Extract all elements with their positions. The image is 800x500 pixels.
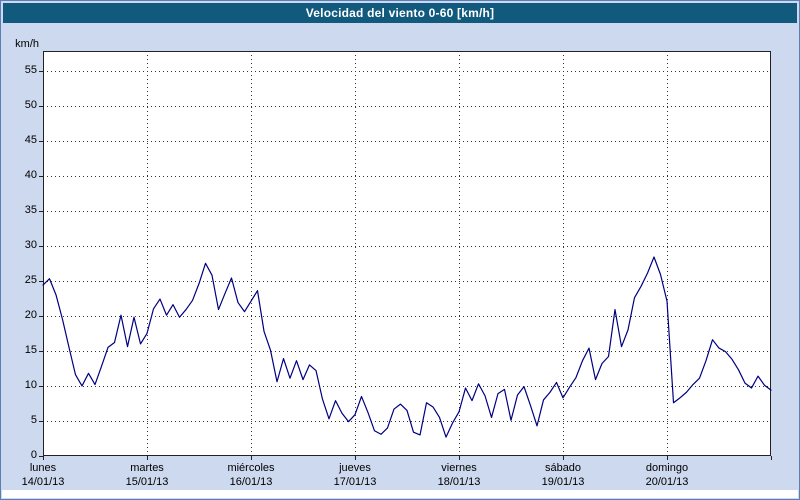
y-axis-unit-label: km/h: [15, 38, 39, 50]
plot-border: [43, 51, 771, 456]
wind-speed-line: [42, 256, 772, 438]
x-date-label: 16/01/13: [229, 476, 273, 488]
wind-speed-chart: [39, 51, 772, 460]
y-tick-label: 15: [24, 343, 37, 356]
y-tick-label: 35: [24, 203, 37, 216]
y-tick-label: 55: [24, 63, 37, 76]
x-date-label: 15/01/13: [125, 476, 169, 488]
x-date-label: 20/01/13: [645, 476, 689, 488]
x-date-label: 18/01/13: [437, 476, 481, 488]
bottom-strip: [2, 490, 798, 498]
plot-background: [43, 51, 771, 456]
y-tick-label: 50: [24, 98, 37, 111]
window-title: Velocidad del viento 0-60 [km/h]: [305, 6, 495, 20]
y-tick-label: 40: [24, 168, 37, 181]
y-tick-label: 0: [30, 449, 37, 461]
x-date-label: 17/01/13: [333, 476, 377, 488]
y-tick-label: 25: [24, 273, 37, 286]
y-tick-label: 30: [24, 238, 37, 251]
y-tick-label: 5: [30, 413, 37, 426]
y-tick-label: 20: [24, 308, 37, 321]
x-date-label: 19/01/13: [541, 476, 585, 488]
y-tick-label: 45: [24, 133, 37, 146]
window-titlebar: Velocidad del viento 0-60 [km/h]: [3, 3, 797, 23]
y-tick-label: 10: [24, 378, 37, 391]
x-date-label: 14/01/13: [21, 476, 65, 488]
